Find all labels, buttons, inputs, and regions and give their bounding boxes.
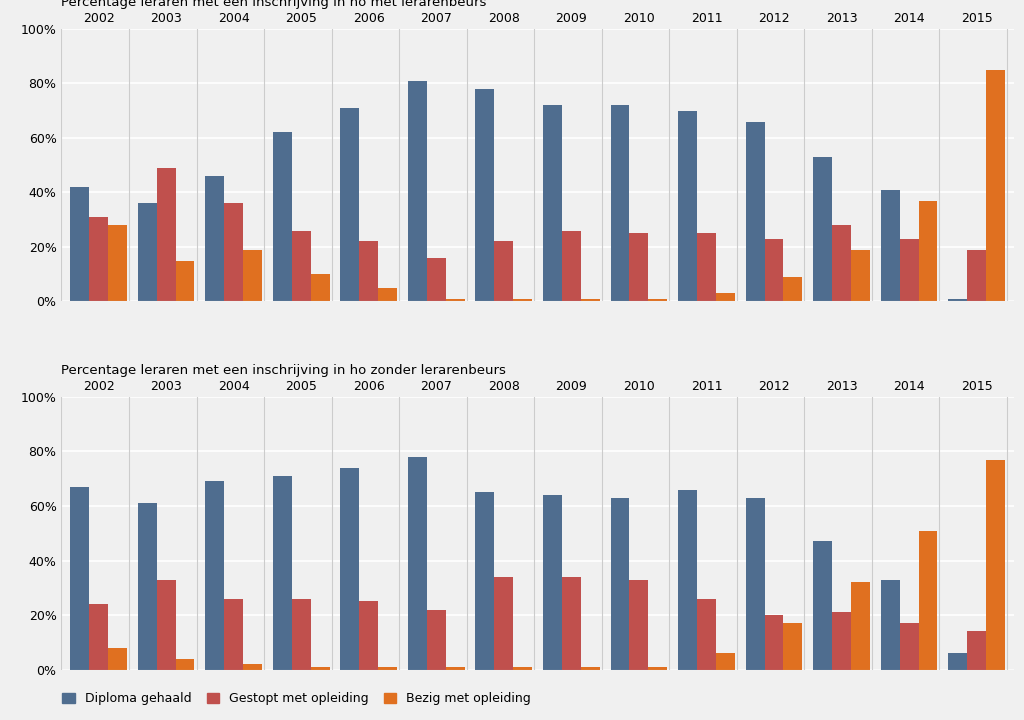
Bar bbox=[175, 659, 195, 670]
Bar bbox=[292, 230, 310, 302]
Bar bbox=[378, 667, 397, 670]
Bar bbox=[475, 492, 495, 670]
Bar bbox=[445, 299, 465, 302]
Bar bbox=[205, 482, 224, 670]
Bar bbox=[272, 132, 292, 302]
Bar bbox=[697, 233, 716, 302]
Bar bbox=[513, 667, 532, 670]
Bar bbox=[745, 122, 765, 302]
Bar bbox=[716, 293, 735, 302]
Text: Percentage leraren met een inschrijving in ho zonder lerarenbeurs: Percentage leraren met een inschrijving … bbox=[61, 364, 506, 377]
Bar bbox=[71, 187, 89, 302]
Bar bbox=[765, 239, 783, 302]
Bar bbox=[581, 667, 600, 670]
Bar bbox=[630, 580, 648, 670]
Bar bbox=[967, 631, 986, 670]
Bar bbox=[630, 233, 648, 302]
Bar bbox=[272, 476, 292, 670]
Bar bbox=[157, 168, 175, 302]
Bar bbox=[745, 498, 765, 670]
Bar bbox=[765, 615, 783, 670]
Bar bbox=[648, 299, 668, 302]
Bar bbox=[562, 230, 581, 302]
Bar bbox=[243, 250, 262, 302]
Bar bbox=[919, 201, 937, 302]
Bar bbox=[967, 250, 986, 302]
Bar bbox=[89, 604, 109, 670]
Bar bbox=[900, 624, 919, 670]
Bar bbox=[175, 261, 195, 302]
Bar bbox=[783, 277, 803, 302]
Bar bbox=[445, 667, 465, 670]
Bar bbox=[495, 577, 513, 670]
Text: Percentage leraren met een inschrijving in ho met lerarenbeurs: Percentage leraren met een inschrijving … bbox=[61, 0, 486, 9]
Bar bbox=[581, 299, 600, 302]
Bar bbox=[224, 599, 243, 670]
Bar bbox=[919, 531, 937, 670]
Bar bbox=[986, 459, 1005, 670]
Bar bbox=[138, 503, 157, 670]
Bar bbox=[833, 225, 851, 302]
Bar bbox=[340, 108, 359, 302]
Bar bbox=[851, 250, 870, 302]
Bar bbox=[427, 258, 445, 302]
Bar bbox=[408, 457, 427, 670]
Bar bbox=[562, 577, 581, 670]
Bar bbox=[881, 189, 900, 302]
Bar bbox=[900, 239, 919, 302]
Bar bbox=[340, 468, 359, 670]
Bar bbox=[881, 580, 900, 670]
Bar bbox=[610, 498, 630, 670]
Bar bbox=[243, 664, 262, 670]
Bar bbox=[310, 274, 330, 302]
Bar bbox=[224, 203, 243, 302]
Bar bbox=[948, 653, 967, 670]
Bar bbox=[359, 601, 378, 670]
Bar bbox=[543, 495, 562, 670]
Bar bbox=[157, 580, 175, 670]
Bar bbox=[138, 203, 157, 302]
Bar bbox=[678, 111, 697, 302]
Bar bbox=[427, 610, 445, 670]
Bar bbox=[986, 70, 1005, 302]
Bar bbox=[851, 582, 870, 670]
Bar bbox=[292, 599, 310, 670]
Bar bbox=[408, 81, 427, 302]
Bar bbox=[205, 176, 224, 302]
Legend: Diploma gehaald, Gestopt met opleiding, Bezig met opleiding: Diploma gehaald, Gestopt met opleiding, … bbox=[57, 687, 536, 710]
Bar bbox=[610, 105, 630, 302]
Bar bbox=[475, 89, 495, 302]
Bar bbox=[513, 299, 532, 302]
Bar bbox=[813, 157, 833, 302]
Bar bbox=[495, 241, 513, 302]
Bar bbox=[716, 653, 735, 670]
Bar bbox=[310, 667, 330, 670]
Bar bbox=[71, 487, 89, 670]
Bar bbox=[543, 105, 562, 302]
Bar bbox=[359, 241, 378, 302]
Bar bbox=[783, 624, 803, 670]
Bar bbox=[89, 217, 109, 302]
Bar bbox=[648, 667, 668, 670]
Bar bbox=[833, 612, 851, 670]
Bar bbox=[948, 299, 967, 302]
Bar bbox=[813, 541, 833, 670]
Bar bbox=[678, 490, 697, 670]
Bar bbox=[109, 225, 127, 302]
Bar bbox=[697, 599, 716, 670]
Bar bbox=[378, 288, 397, 302]
Bar bbox=[109, 648, 127, 670]
